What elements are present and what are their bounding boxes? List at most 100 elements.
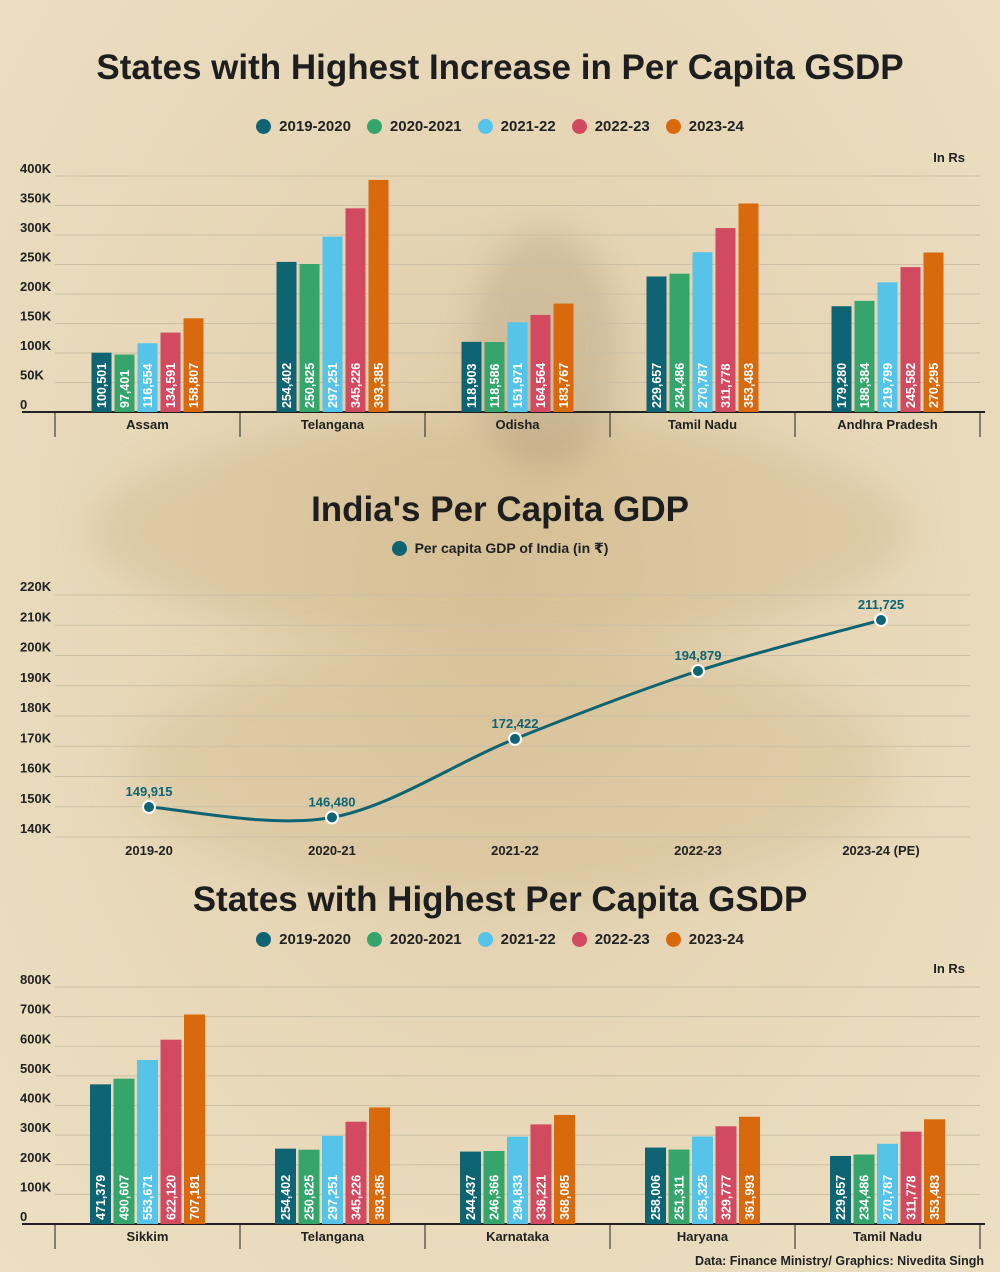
bar-value-label: 158,807 <box>187 363 201 408</box>
y-tick-label: 170K <box>20 730 52 745</box>
y-tick-label: 200K <box>20 640 52 655</box>
x-category-label: Telangana <box>301 417 365 432</box>
bar-value-label: 270,295 <box>927 363 941 408</box>
legend-item: 2019-2020 <box>256 931 351 948</box>
source-credit: Data: Finance Ministry/ Graphics: Nivedi… <box>695 1254 984 1268</box>
bar-value-label: 297,251 <box>326 1175 340 1220</box>
chart1-legend: 2019-2020 2020-2021 2021-22 2022-23 2023… <box>0 118 1000 135</box>
bar-value-label: 179,280 <box>835 363 849 408</box>
bar-value-label: 229,657 <box>650 363 664 408</box>
bar <box>275 1148 296 1224</box>
bar-value-label: 251,311 <box>673 1175 687 1220</box>
bar-value-label: 250,825 <box>303 1175 317 1220</box>
y-tick-label: 100K <box>20 338 52 353</box>
legend-label: 2019-2020 <box>279 118 351 135</box>
bar-value-label: 368,085 <box>558 1175 572 1220</box>
y-tick-label: 160K <box>20 761 52 776</box>
x-category-label: Sikkim <box>127 1229 169 1244</box>
bar-value-label: 234,486 <box>673 363 687 408</box>
bar <box>483 1151 505 1224</box>
bar-value-label: 297,251 <box>326 363 340 408</box>
legend-item: 2022-23 <box>571 931 650 948</box>
bar <box>530 314 551 412</box>
y-tick-label: 600K <box>20 1031 52 1046</box>
x-category-label: 2019-20 <box>125 843 173 858</box>
bar-value-label: 361,993 <box>743 1175 757 1220</box>
bar-value-label: 234,486 <box>858 1175 872 1220</box>
bar <box>345 1121 367 1224</box>
bar-value-label: 254,402 <box>279 1175 293 1220</box>
bar <box>853 1154 875 1224</box>
bar-value-label: 294,833 <box>511 1175 525 1220</box>
y-tick-label: 50K <box>20 368 44 383</box>
legend-swatch <box>477 119 493 134</box>
bar-value-label: 393,385 <box>373 1175 387 1220</box>
chart2-title: India's Per Capita GDP <box>311 490 689 529</box>
bar-value-label: 100,501 <box>95 363 109 408</box>
bar-value-label: 553,671 <box>141 1175 155 1220</box>
legend-item: 2022-23 <box>571 118 650 135</box>
bar-value-label: 295,325 <box>696 1175 710 1220</box>
bar-value-label: 270,787 <box>696 363 710 408</box>
x-category-label: Odisha <box>495 417 540 432</box>
legend-label: 2019-2020 <box>279 931 351 948</box>
bar <box>900 267 921 412</box>
bar <box>160 332 181 412</box>
y-tick-label: 200K <box>20 279 52 294</box>
chart3-legend: 2019-2020 2020-2021 2021-22 2022-23 2023… <box>0 931 1000 948</box>
legend-swatch <box>256 119 272 134</box>
legend-item: 2020-2021 <box>366 931 462 948</box>
bar <box>322 1135 343 1224</box>
y-tick-label: 800K <box>20 972 52 987</box>
y-tick-label: 250K <box>20 250 52 265</box>
bar-value-label: 116,554 <box>141 363 155 408</box>
legend-item: Per capita GDP of India (in ₹) <box>391 540 608 557</box>
bar <box>113 1078 135 1224</box>
data-point <box>508 731 522 746</box>
y-tick-label: 140K <box>20 821 52 836</box>
legend-swatch <box>366 932 382 947</box>
bar-value-label: 244,437 <box>464 1175 478 1220</box>
legend-swatch <box>665 932 681 947</box>
legend-item: 2021-22 <box>477 118 556 135</box>
bar <box>184 1014 205 1224</box>
bar <box>530 1124 552 1224</box>
legend-label: 2021-22 <box>500 931 556 948</box>
bar-value-label: 183,767 <box>557 363 571 408</box>
bar <box>738 203 759 412</box>
y-tick-label: 0 <box>20 1209 27 1224</box>
data-label: 211,725 <box>858 597 904 612</box>
chart3-unit-label: In Rs <box>933 961 965 976</box>
bar <box>90 1084 111 1224</box>
bar <box>114 354 135 412</box>
bar <box>91 352 112 412</box>
bar <box>484 342 505 412</box>
bar <box>715 228 736 412</box>
legend-label: 2020-2021 <box>389 118 462 135</box>
bar <box>830 1155 851 1224</box>
data-label: 146,480 <box>309 794 356 809</box>
bar <box>831 306 852 412</box>
bar <box>715 1126 737 1224</box>
bar-value-label: 118,903 <box>465 363 479 408</box>
bar-value-label: 393,385 <box>372 363 386 408</box>
chart2-line-chart: 140K 150K 160K 170K 180K 190K 200K 210K 220K 149,… <box>20 579 970 858</box>
legend-swatch <box>366 119 382 134</box>
data-point <box>142 800 156 815</box>
chart2-legend: Per capita GDP of India (in ₹) <box>0 540 1000 557</box>
bar <box>645 1147 666 1224</box>
y-tick-label: 300K <box>20 220 52 235</box>
bar <box>739 1116 760 1224</box>
y-tick-label: 150K <box>20 791 52 806</box>
chart3-title: States with Highest Per Capita GSDP <box>192 880 808 919</box>
chart1-unit-label: In Rs <box>933 150 965 165</box>
bar-value-label: 490,607 <box>118 1175 132 1220</box>
x-category-label: Tamil Nadu <box>853 1229 922 1244</box>
bar-value-label: 471,379 <box>94 1175 108 1220</box>
bar <box>692 252 713 412</box>
data-point <box>874 613 888 628</box>
x-category-label: Telangana <box>301 1229 365 1244</box>
data-point <box>325 810 339 825</box>
y-tick-label: 0 <box>20 397 27 412</box>
